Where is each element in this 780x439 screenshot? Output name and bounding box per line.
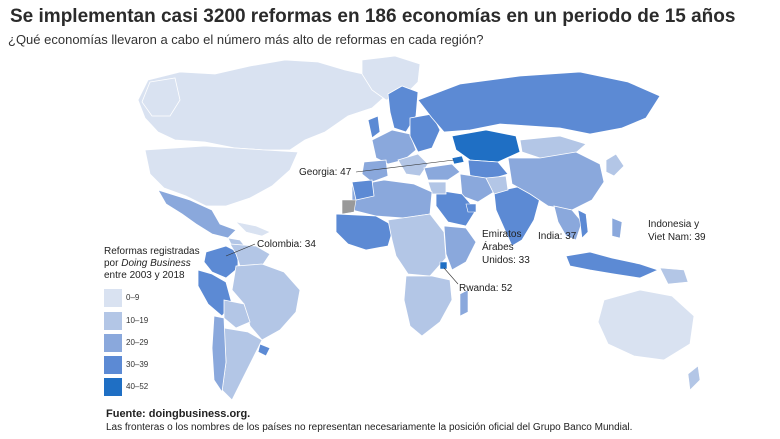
- legend-label: 10–19: [126, 316, 149, 325]
- callout-uae-line1: Emiratos: [482, 229, 522, 240]
- region-southeast-asia: [553, 205, 583, 241]
- region-vietnam: [577, 209, 589, 239]
- source-text: Fuente: doingbusiness.org.: [106, 408, 251, 420]
- legend-label: 20–29: [126, 338, 149, 347]
- region-korea-japan: [605, 153, 625, 177]
- region-madagascar: [459, 289, 469, 317]
- region-canada: [137, 59, 391, 151]
- legend-title: Reformas registradas por Doing Business …: [104, 246, 200, 282]
- region-kazakhstan: [451, 129, 521, 163]
- region-chile: [211, 315, 227, 394]
- legend-title-prefix: por: [104, 258, 122, 269]
- leader-colombia: [225, 243, 256, 257]
- region-turkey: [423, 163, 461, 181]
- callout-india: India: 37: [538, 231, 577, 242]
- callout-indonesia-line2: Viet Nam: 39: [648, 232, 706, 243]
- region-morocco: [351, 179, 375, 201]
- region-iberia: [361, 159, 389, 183]
- legend-title-italic: Doing Business: [121, 258, 191, 269]
- region-central-africa: [387, 213, 447, 277]
- region-australia: [597, 289, 695, 361]
- region-west-africa: [335, 213, 395, 251]
- callout-uae: Emiratos Árabes Unidos: 33: [482, 228, 530, 267]
- legend-label: 30–39: [126, 360, 149, 369]
- region-uae: [465, 203, 477, 213]
- region-argentina: [221, 327, 263, 401]
- region-usa: [144, 145, 299, 207]
- region-western-sahara: [341, 199, 357, 215]
- region-saudi-arabia: [435, 189, 477, 227]
- legend-label: 0–9: [126, 293, 140, 302]
- legend-title-line1: Reformas registradas: [104, 246, 200, 257]
- region-levant: [427, 181, 447, 195]
- leader-rwanda: [443, 267, 459, 285]
- callout-colombia: Colombia: 34: [257, 239, 316, 250]
- region-east-africa: [443, 225, 477, 271]
- region-pakistan: [485, 175, 509, 195]
- legend-title-line3: entre 2003 y 2018: [104, 270, 185, 281]
- legend-swatch: [104, 312, 122, 330]
- region-caribbean: [235, 221, 271, 237]
- legend-swatch: [104, 334, 122, 352]
- map-title: Se implementan casi 3200 reformas en 186…: [10, 6, 736, 27]
- region-papua: [659, 267, 689, 285]
- callout-uae-line2: Árabes: [482, 242, 514, 253]
- callout-indonesia-vietnam: Indonesia y Viet Nam: 39: [648, 218, 706, 244]
- region-russia: [417, 71, 661, 135]
- region-georgia: [451, 155, 465, 165]
- region-new-zealand: [687, 365, 701, 391]
- region-brazil: [231, 263, 301, 341]
- legend-label: 40–52: [126, 382, 149, 391]
- region-rwanda: [439, 261, 448, 270]
- region-iran: [459, 173, 495, 203]
- map-subtitle: ¿Qué economías llevaron a cabo el número…: [8, 32, 484, 47]
- region-indonesia: [565, 251, 660, 279]
- region-china: [507, 151, 605, 211]
- leader-georgia: [355, 159, 455, 173]
- region-uk: [367, 115, 381, 139]
- disclaimer-text: Las fronteras o los nombres de los paíse…: [106, 422, 633, 433]
- region-uruguay: [257, 343, 271, 357]
- region-philippines: [611, 217, 623, 239]
- callout-indonesia-line1: Indonesia y: [648, 219, 700, 230]
- legend-swatch: [104, 378, 122, 396]
- region-southern-africa: [403, 275, 453, 337]
- region-alaska: [141, 77, 181, 117]
- region-western-europe: [371, 129, 417, 165]
- legend-swatch: [104, 356, 122, 374]
- region-bolivia: [223, 299, 251, 329]
- callout-georgia: Georgia: 47: [299, 167, 352, 178]
- region-colombia: [203, 245, 239, 279]
- legend-title-line2: por Doing Business: [104, 258, 200, 270]
- legend-swatch: [104, 289, 122, 307]
- callout-uae-line3: Unidos: 33: [482, 255, 530, 266]
- callout-rwanda: Rwanda: 52: [459, 283, 513, 294]
